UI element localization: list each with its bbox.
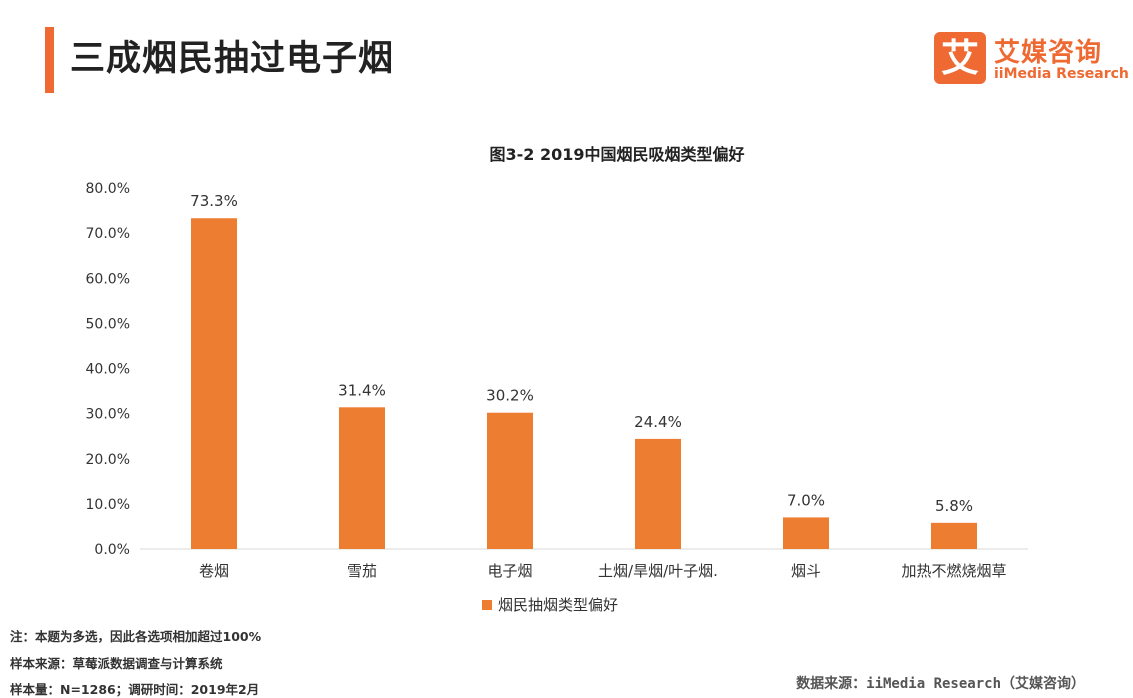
y-tick-label: 10.0% [86, 497, 130, 513]
y-tick-label: 40.0% [86, 362, 130, 378]
y-tick-label: 80.0% [86, 181, 130, 197]
data-source: 数据来源：iiMedia Research（艾媒咨询） [796, 676, 1085, 692]
data-label: 24.4% [634, 413, 682, 431]
x-tick-label: 加热不燃烧烟草 [901, 562, 1006, 580]
y-tick-label: 30.0% [86, 407, 130, 423]
page-title: 三成烟民抽过电子烟 [70, 39, 395, 79]
footnote-sample-source: 样本来源：草莓派数据调查与计算系统 [10, 656, 223, 671]
title-accent-bar [45, 27, 54, 93]
bar [339, 407, 385, 549]
bar [487, 412, 533, 549]
x-tick-label: 雪茄 [347, 562, 377, 580]
data-label: 31.4% [338, 381, 386, 399]
chart-title: 图3-2 2019中国烟民吸烟类型偏好 [489, 145, 744, 164]
y-tick-label: 60.0% [86, 271, 130, 287]
logo-name-en: iiMedia Research [994, 66, 1129, 82]
logo-mark-icon: 艾 [934, 32, 986, 84]
data-label: 5.8% [935, 497, 973, 515]
x-tick-label: 土烟/旱烟/叶子烟. [598, 562, 718, 580]
x-tick-label: 电子烟 [487, 562, 532, 580]
y-tick-label: 0.0% [94, 542, 130, 558]
data-label: 7.0% [787, 491, 825, 509]
x-tick-label: 卷烟 [199, 562, 229, 580]
bar [191, 218, 237, 549]
x-tick-label: 烟斗 [791, 562, 821, 580]
data-label: 73.3% [190, 192, 238, 210]
logo-name-cn: 艾媒咨询 [994, 38, 1103, 68]
y-tick-label: 50.0% [86, 316, 130, 332]
footnote-note: 注：本题为多选，因此各选项相加超过100% [10, 629, 262, 644]
bar [931, 522, 977, 549]
y-tick-label: 70.0% [86, 226, 130, 242]
data-label: 30.2% [486, 387, 534, 405]
legend-label: 烟民抽烟类型偏好 [498, 596, 618, 614]
bar [635, 438, 681, 549]
bar-chart: 图3-2 2019中国烟民吸烟类型偏好 0.0% 10.0% 20.0% 30.0% 4… [86, 145, 1028, 614]
y-tick-label: 20.0% [86, 452, 130, 468]
legend-swatch [482, 600, 492, 610]
iimedia-logo: 艾 艾媒咨询 iiMedia Research [934, 30, 1129, 86]
footnote-sample-size: 样本量：N=1286；调研时间：2019年2月 [10, 682, 260, 697]
bar [783, 517, 829, 549]
